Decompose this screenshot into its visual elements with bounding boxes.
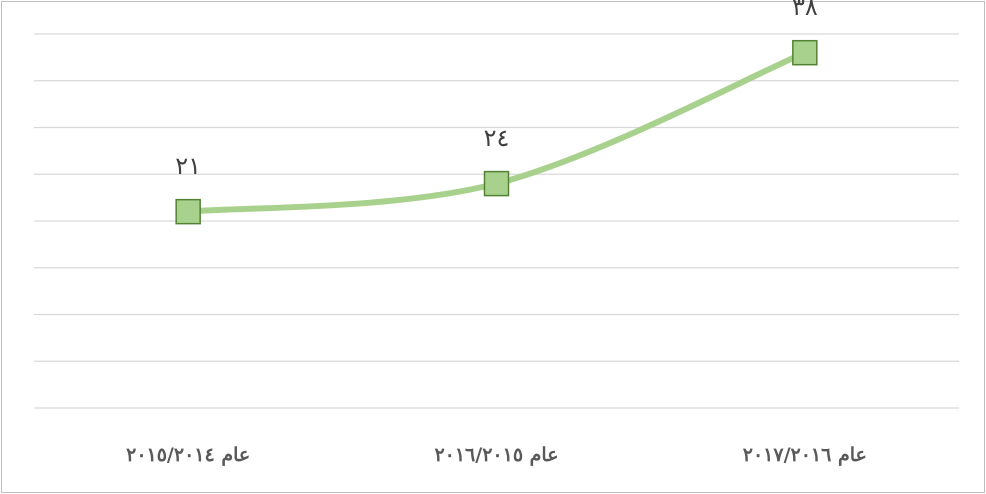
marker bbox=[792, 39, 818, 66]
value-label: ٢٤ bbox=[484, 124, 510, 152]
value-label: ٢١ bbox=[175, 152, 201, 180]
value-label: ٣٨ bbox=[792, 0, 818, 21]
marker bbox=[175, 198, 201, 225]
x-tick-label: عام ٢٠١٦/٢٠١٥ bbox=[434, 444, 558, 466]
x-tick-label: عام ٢٠١٥/٢٠١٤ bbox=[126, 444, 250, 466]
x-tick-label: عام ٢٠١٧/٢٠١٦ bbox=[743, 444, 867, 466]
marker bbox=[483, 170, 510, 197]
